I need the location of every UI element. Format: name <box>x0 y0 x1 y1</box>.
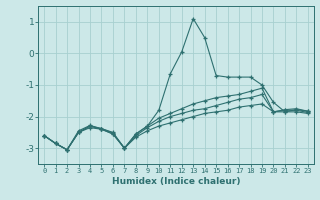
X-axis label: Humidex (Indice chaleur): Humidex (Indice chaleur) <box>112 177 240 186</box>
